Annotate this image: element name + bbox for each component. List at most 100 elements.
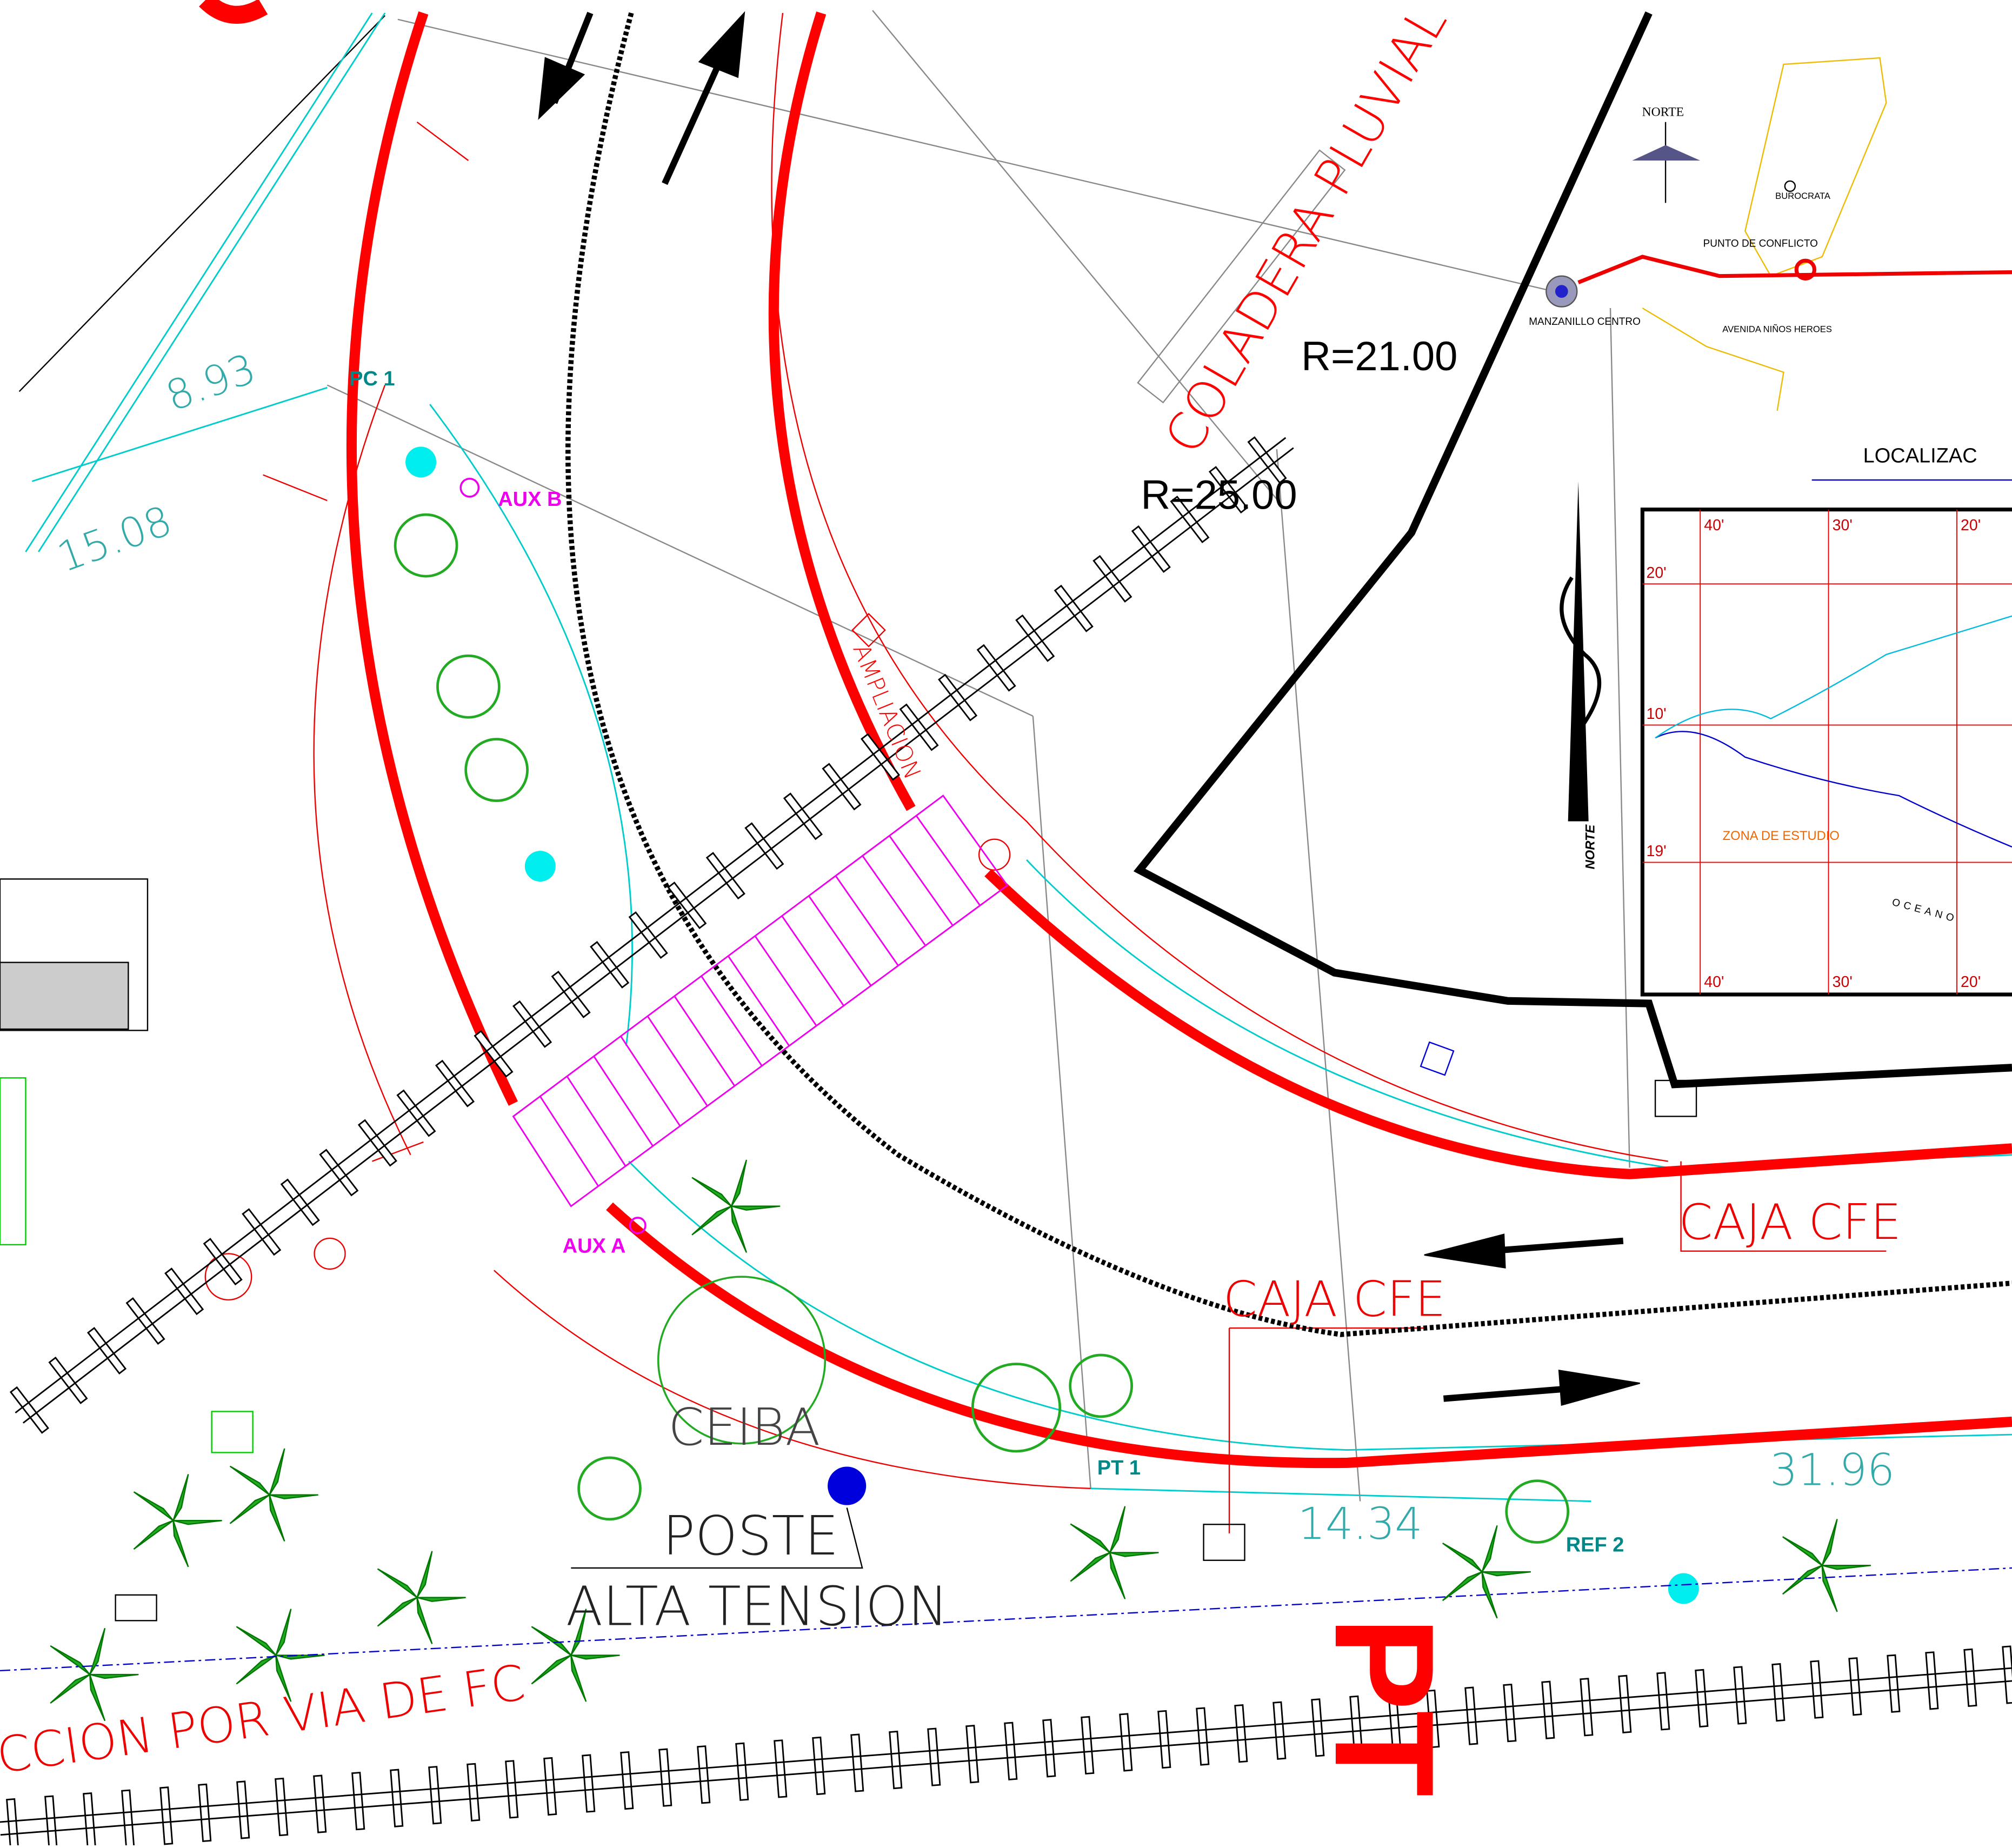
crosswalk xyxy=(512,794,1009,1207)
rail xyxy=(15,437,1287,1413)
road-edge xyxy=(346,11,518,1106)
railways xyxy=(0,436,2012,1848)
markers xyxy=(0,446,2012,1672)
tree xyxy=(464,738,529,802)
guide-line xyxy=(1032,716,1091,1489)
inset-grid-label: 30' xyxy=(1833,973,1853,991)
building-outline xyxy=(1133,11,2012,1089)
inset-grid-label: 20' xyxy=(1646,564,1666,582)
map-label: PUNTO DE CONFLICTO xyxy=(1703,238,1818,249)
rail-tie xyxy=(1887,1654,1901,1713)
rail-tie xyxy=(1541,1680,1555,1739)
rail-tie xyxy=(396,1089,436,1137)
map-title: LOCALIZAC xyxy=(1863,444,1977,467)
rail-tie xyxy=(512,1000,552,1048)
rail-tie xyxy=(927,1727,941,1786)
rail xyxy=(22,447,1294,1424)
rail-tie xyxy=(390,1769,404,1827)
crosswalk-stripe xyxy=(647,1016,708,1106)
box xyxy=(115,1594,157,1622)
palm xyxy=(1442,1525,1531,1619)
palms xyxy=(50,1159,1871,1722)
map-point-center xyxy=(1555,285,1568,298)
green-box xyxy=(211,1411,254,1453)
rail-tie xyxy=(1208,466,1249,514)
cyan-line xyxy=(628,1160,2012,1451)
rail-tie xyxy=(505,1760,519,1819)
arrow xyxy=(1443,1385,1573,1402)
marker xyxy=(405,446,437,478)
pt-label: PT xyxy=(1305,1617,1463,1797)
radius-label: R=21.00 xyxy=(1301,333,1457,379)
rail-tie xyxy=(1963,1648,1977,1707)
palm xyxy=(229,1448,318,1542)
inset-grid-label: 19' xyxy=(1646,843,1666,860)
guide-line xyxy=(872,10,1284,508)
leader xyxy=(571,1507,863,1569)
palm xyxy=(531,1609,620,1702)
box xyxy=(1203,1524,1245,1561)
rail-tie xyxy=(351,1771,365,1831)
ceiba-label: CEIBA xyxy=(668,1398,820,1457)
crosswalk-stripe xyxy=(566,1076,627,1167)
coladera-box xyxy=(1137,149,1346,404)
rail-tie xyxy=(783,792,823,840)
arrow-head xyxy=(1558,1370,1640,1406)
rail-tie xyxy=(467,1763,481,1822)
rail-tie xyxy=(44,1795,58,1848)
river xyxy=(1655,615,2012,739)
rail-tie xyxy=(735,1742,749,1801)
tree xyxy=(971,1363,1062,1453)
rail-tie xyxy=(1349,1695,1363,1754)
rail-tie xyxy=(48,1356,88,1404)
rail xyxy=(0,1667,2012,1823)
rail-tie xyxy=(1503,1683,1517,1743)
crosswalk-stripe xyxy=(862,855,927,946)
inset-grid-label: 30' xyxy=(1833,517,1853,534)
rail-tie xyxy=(1054,584,1094,632)
red-line xyxy=(494,1270,1091,1489)
road-edge xyxy=(606,1202,2012,1469)
rail-tie xyxy=(551,970,591,1018)
caja-label: CAJA CFE xyxy=(1223,1271,1446,1328)
inset-grid-label: 10' xyxy=(1646,705,1666,723)
red-circle xyxy=(314,1237,346,1270)
box xyxy=(1654,1079,1697,1117)
arrow-head xyxy=(1424,1233,1506,1269)
palm xyxy=(1782,1519,1871,1612)
north-label: NORTE xyxy=(1584,824,1598,869)
palm xyxy=(691,1159,781,1253)
rail-tie xyxy=(582,1754,596,1813)
map-label: AVENIDA NIÑOS HEROES xyxy=(1722,324,1832,335)
inset-grid-label: 20' xyxy=(1961,517,1981,534)
rail-tie xyxy=(1170,496,1210,543)
rail-tie xyxy=(125,1297,165,1345)
red-line xyxy=(371,1141,424,1162)
inset-grid-label: 40' xyxy=(1704,973,1724,991)
tension-label: ALTA TENSION xyxy=(566,1575,948,1638)
rail-tie xyxy=(319,1149,359,1197)
rail-tie xyxy=(1733,1666,1747,1725)
north-arrow-shape xyxy=(1568,481,1589,822)
rail-tie xyxy=(812,1736,826,1796)
rail-tie xyxy=(938,673,978,722)
property-line xyxy=(0,1567,2012,1672)
rail-tie xyxy=(1464,1686,1478,1745)
crosswalk-stripe xyxy=(539,1096,599,1187)
rail-tie xyxy=(697,1745,711,1804)
tree xyxy=(1069,1353,1133,1418)
ceiba-tree xyxy=(657,1276,827,1445)
crosswalk-stripe xyxy=(620,1036,681,1127)
centerline xyxy=(565,12,2012,1337)
red-line xyxy=(263,474,328,502)
crosswalk-stripe xyxy=(701,976,763,1066)
crosswalk-stripe xyxy=(593,1056,654,1147)
rail-tie xyxy=(705,852,745,900)
guide-line xyxy=(18,15,385,392)
map-road xyxy=(1642,307,1784,411)
road-edge xyxy=(199,0,268,24)
rail-tie xyxy=(1580,1678,1594,1737)
inset-grid-label: 40' xyxy=(1704,517,1724,534)
rail-tie xyxy=(198,1783,212,1843)
coastline xyxy=(1655,731,2012,848)
